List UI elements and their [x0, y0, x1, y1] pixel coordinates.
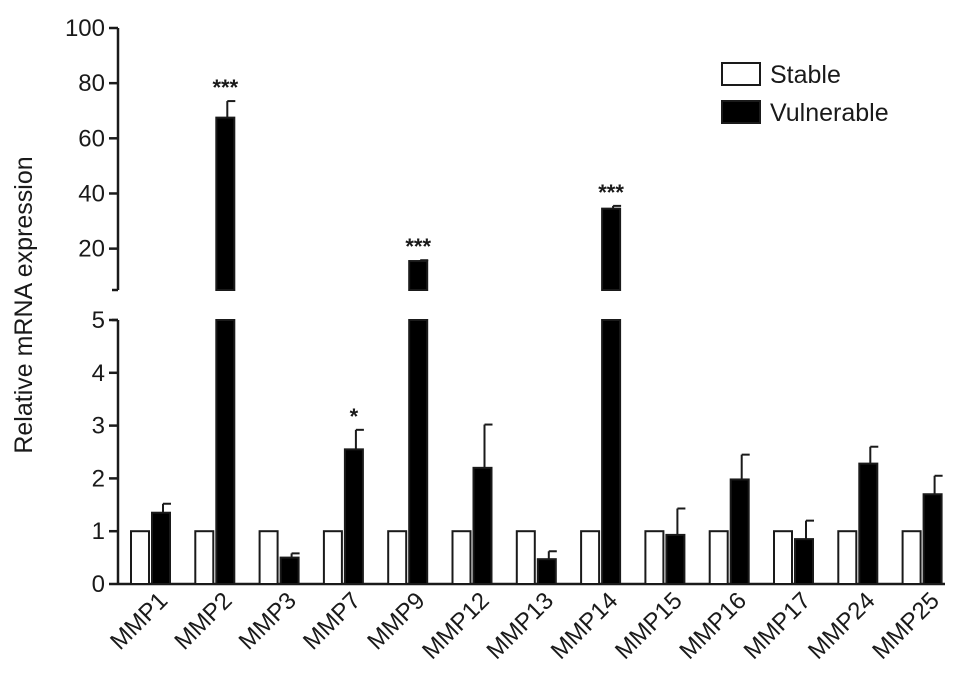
bar-vulnerable-mmp7 — [343, 448, 364, 585]
bar-vulnerable-mmp3 — [279, 556, 300, 585]
x-tick-label: MMP17 — [739, 587, 817, 665]
bar-vulnerable-mmp15 — [665, 533, 686, 585]
bar-vulnerable-mmp2 — [215, 319, 236, 585]
y-tick-label: 80 — [78, 70, 105, 97]
bar-stable-mmp12 — [451, 530, 472, 586]
bar-stable-mmp1 — [130, 530, 150, 586]
legend-label-vulnerable: Vulnerable — [770, 99, 889, 127]
y-tick-label: 20 — [78, 236, 105, 263]
bar-vulnerable-mmp25 — [922, 493, 943, 585]
y-tick-label: 5 — [92, 307, 105, 334]
bar-stable-mmp13 — [515, 530, 536, 586]
legend-label-stable: Stable — [770, 61, 841, 89]
bar-stable-mmp9 — [387, 530, 408, 586]
y-tick-label: 40 — [78, 180, 105, 207]
legend: Stable Vulnerable — [721, 61, 889, 127]
bar-vulnerable-mmp17 — [794, 538, 814, 585]
bar-vulnerable-mmp16 — [729, 478, 750, 585]
bar-stable-mmp16 — [708, 530, 729, 586]
bar-stable-mmp7 — [322, 530, 343, 586]
y-tick-label: 3 — [92, 413, 105, 440]
bars: ********** — [130, 75, 943, 586]
x-tick-label: MMP16 — [674, 587, 752, 665]
x-tick-label: MMP2 — [169, 587, 237, 655]
bar-vulnerable-mmp12 — [472, 466, 493, 585]
y-tick-label: 4 — [92, 360, 105, 387]
x-tick-label: MMP24 — [803, 587, 881, 665]
significance-marker-mmp9: *** — [405, 234, 431, 259]
bar-stable-mmp17 — [773, 530, 793, 586]
y-tick-label: 60 — [78, 125, 105, 152]
y-tick-label: 2 — [92, 465, 105, 492]
legend-swatch-stable — [721, 62, 761, 86]
bar-vulnerable-mmp13 — [536, 558, 557, 586]
x-tick-label: MMP13 — [481, 587, 559, 665]
y-tick-label: 100 — [65, 15, 105, 42]
bar-stable-mmp25 — [901, 530, 922, 586]
bar-vulnerable-mmp14 — [601, 319, 622, 585]
bar-vulnerable-mmp9 — [408, 260, 429, 292]
x-tick-label: MMP7 — [298, 587, 366, 655]
bar-vulnerable-mmp14 — [601, 207, 622, 291]
x-tick-label: MMP12 — [417, 587, 495, 665]
bar-stable-mmp3 — [258, 530, 279, 586]
bar-stable-mmp15 — [644, 530, 665, 586]
y-tick-label: 0 — [92, 571, 105, 598]
bar-stable-mmp2 — [194, 530, 215, 586]
x-tick-label: MMP25 — [867, 587, 945, 665]
x-tick-label: MMP1 — [105, 587, 173, 655]
x-tick-labels: MMP1MMP2MMP3MMP7MMP9MMP12MMP13MMP14MMP15… — [105, 587, 945, 665]
significance-marker-mmp7: * — [350, 404, 359, 429]
legend-swatch-vulnerable — [721, 100, 761, 124]
bar-stable-mmp24 — [837, 530, 858, 586]
x-tick-label: MMP14 — [546, 587, 624, 665]
y-axis-label: Relative mRNA expression — [10, 156, 38, 453]
significance-marker-mmp2: *** — [212, 75, 238, 100]
bar-vulnerable-mmp2 — [215, 116, 236, 291]
x-tick-label: MMP15 — [610, 587, 688, 665]
bar-vulnerable-mmp1 — [151, 511, 171, 585]
x-tick-label: MMP3 — [234, 587, 302, 655]
bar-stable-mmp14 — [580, 530, 601, 586]
bar-vulnerable-mmp9 — [408, 319, 429, 585]
significance-marker-mmp14: *** — [598, 180, 624, 205]
y-tick-label: 1 — [92, 518, 105, 545]
bar-vulnerable-mmp24 — [858, 462, 879, 585]
